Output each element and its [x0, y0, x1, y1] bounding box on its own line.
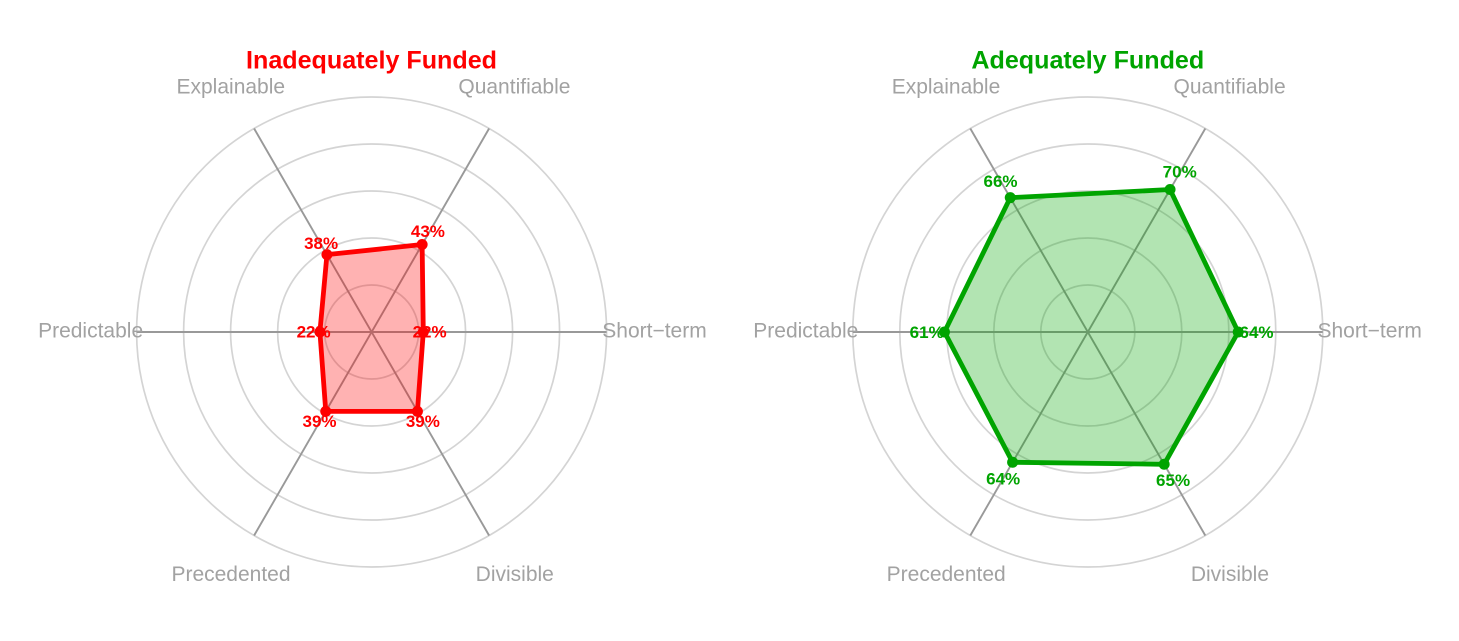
svg-text:22%: 22% [413, 323, 447, 342]
svg-text:Explainable: Explainable [177, 76, 286, 99]
svg-text:Predictable: Predictable [38, 320, 143, 343]
svg-text:43%: 43% [411, 222, 445, 241]
svg-text:66%: 66% [983, 172, 1017, 191]
svg-text:Short−term: Short−term [1317, 320, 1421, 343]
svg-text:Precedented: Precedented [171, 563, 290, 586]
svg-text:Divisible: Divisible [476, 563, 554, 586]
svg-text:39%: 39% [406, 412, 440, 431]
svg-text:38%: 38% [304, 234, 338, 253]
svg-text:Predictable: Predictable [753, 320, 858, 343]
svg-text:65%: 65% [1156, 471, 1190, 490]
svg-text:64%: 64% [1239, 323, 1273, 342]
svg-text:Inadequately Funded: Inadequately Funded [246, 46, 497, 74]
svg-text:Quantifiable: Quantifiable [1174, 76, 1286, 99]
svg-text:39%: 39% [302, 412, 336, 431]
svg-text:64%: 64% [986, 469, 1020, 488]
svg-text:22%: 22% [297, 323, 331, 342]
svg-text:70%: 70% [1163, 163, 1197, 182]
svg-text:61%: 61% [910, 323, 944, 342]
svg-text:Precedented: Precedented [887, 563, 1006, 586]
svg-text:Quantifiable: Quantifiable [458, 76, 570, 99]
svg-text:Adequately Funded: Adequately Funded [971, 46, 1204, 74]
svg-text:Explainable: Explainable [892, 76, 1001, 99]
svg-text:Short−term: Short−term [602, 320, 706, 343]
svg-text:Divisible: Divisible [1191, 563, 1269, 586]
